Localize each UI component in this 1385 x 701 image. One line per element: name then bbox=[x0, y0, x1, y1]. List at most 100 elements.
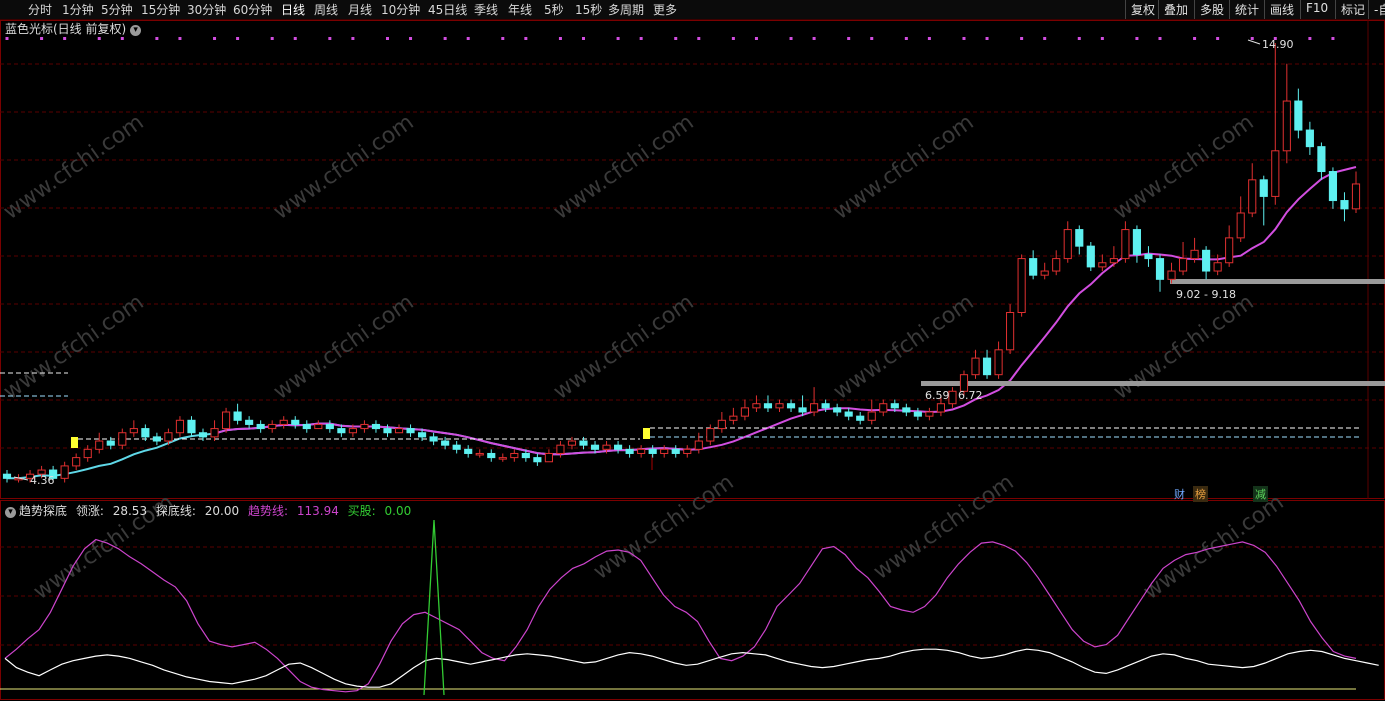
signal-dot bbox=[178, 37, 182, 40]
period-tab-1[interactable]: 1分钟 bbox=[62, 3, 94, 17]
candle-body bbox=[1202, 249, 1211, 272]
finance-badge[interactable]: 财 bbox=[1174, 488, 1185, 501]
trend-line bbox=[4, 538, 1357, 693]
candle-body bbox=[717, 419, 726, 430]
tool-1[interactable]: 叠加 bbox=[1158, 0, 1193, 19]
trend-value: 113.94 bbox=[296, 504, 339, 518]
signal-dot bbox=[1020, 37, 1024, 40]
lead-line bbox=[4, 648, 1379, 688]
signal-dot bbox=[97, 37, 101, 40]
period-tab-6[interactable]: 日线 bbox=[281, 3, 306, 17]
candle-body bbox=[936, 403, 945, 413]
period-tab-12[interactable]: 年线 bbox=[508, 3, 533, 17]
period-tab-13[interactable]: 5秒 bbox=[544, 3, 564, 17]
buy-signal-spike bbox=[423, 519, 445, 696]
candle-body bbox=[1109, 258, 1118, 264]
candle-body bbox=[2, 473, 12, 479]
signal-dot bbox=[1043, 37, 1047, 40]
candle-body bbox=[786, 403, 796, 409]
candle-body bbox=[1029, 258, 1038, 276]
candle-body bbox=[383, 428, 392, 434]
period-tab-14[interactable]: 15秒 bbox=[575, 3, 603, 17]
watermark: www.cfchi.com bbox=[829, 290, 978, 405]
signal-dot bbox=[674, 37, 678, 40]
tool-0[interactable]: 复权 bbox=[1125, 0, 1160, 19]
period-tab-11[interactable]: 季线 bbox=[474, 3, 499, 17]
indicator-name: 趋势探底 bbox=[19, 504, 68, 518]
candle-body bbox=[798, 407, 807, 413]
signal-dot bbox=[1216, 37, 1220, 40]
candle-body bbox=[1132, 229, 1142, 255]
candle-body bbox=[106, 440, 115, 446]
signal-dot bbox=[409, 37, 413, 40]
candle-body bbox=[810, 403, 819, 413]
candle-body bbox=[1351, 183, 1361, 210]
lead-value: 28.53 bbox=[112, 504, 148, 518]
period-tab-8[interactable]: 月线 bbox=[348, 3, 373, 17]
period-tab-3[interactable]: 15分钟 bbox=[141, 3, 181, 17]
tool-5[interactable]: F10 bbox=[1300, 0, 1333, 19]
candle-body bbox=[1167, 270, 1176, 280]
indicator-menu-icon[interactable]: ▾ bbox=[5, 507, 16, 518]
period-tab-5[interactable]: 60分钟 bbox=[233, 3, 273, 17]
signal-dot bbox=[847, 37, 851, 40]
range-bar-upper bbox=[1170, 279, 1385, 284]
ranking-badge[interactable]: 榜 bbox=[1193, 486, 1208, 502]
tool-3[interactable]: 统计 bbox=[1229, 0, 1264, 19]
candle-body bbox=[1063, 229, 1072, 260]
tool-2[interactable]: 多股 bbox=[1194, 0, 1229, 19]
period-tab-4[interactable]: 30分钟 bbox=[187, 3, 227, 17]
candle-body bbox=[556, 444, 565, 454]
candle-body bbox=[60, 465, 69, 479]
range-label-upper: 9.02 - 9.18 bbox=[1176, 288, 1236, 301]
candle-body bbox=[879, 403, 888, 413]
tool-4[interactable]: 画线 bbox=[1264, 0, 1299, 19]
signal-dot bbox=[155, 37, 159, 40]
candle-body bbox=[337, 428, 346, 434]
candle-body bbox=[752, 403, 761, 409]
candle-body bbox=[394, 428, 404, 434]
candle-body bbox=[948, 390, 957, 405]
signal-dot bbox=[293, 37, 297, 40]
tool-6[interactable]: 标记 bbox=[1335, 0, 1370, 19]
period-tab-0[interactable]: 分时 bbox=[28, 3, 53, 17]
range-label-lower-b: 6.72 bbox=[958, 389, 983, 402]
buy-label-text: 买股: bbox=[347, 504, 376, 518]
candle-body bbox=[890, 403, 899, 409]
candle-body bbox=[464, 448, 473, 454]
period-tab-7[interactable]: 周线 bbox=[314, 3, 339, 17]
chart-title: 蓝色光标(日线 前复权) ▾ bbox=[5, 20, 142, 37]
candle-body bbox=[579, 440, 588, 446]
low-label: 4.36 bbox=[30, 474, 55, 487]
signal-dot bbox=[328, 37, 332, 40]
reduction-badge[interactable]: 减 bbox=[1253, 486, 1268, 502]
candle-body bbox=[314, 423, 323, 430]
signal-dot bbox=[985, 37, 989, 40]
candle-body bbox=[245, 419, 254, 425]
candle-body bbox=[187, 419, 196, 434]
tool-7[interactable]: -自 bbox=[1368, 0, 1385, 19]
candle-body bbox=[648, 448, 657, 454]
candle-body bbox=[1052, 258, 1061, 272]
period-tab-10[interactable]: 45日线 bbox=[428, 3, 468, 17]
candle-body bbox=[49, 469, 58, 479]
candle-body bbox=[994, 349, 1003, 376]
trend-label-text: 趋势线: bbox=[247, 504, 289, 518]
period-tab-16[interactable]: 更多 bbox=[653, 3, 678, 17]
candle-body bbox=[302, 423, 311, 430]
candle-body bbox=[141, 428, 150, 438]
candle-body bbox=[1075, 229, 1084, 247]
candle-body bbox=[348, 428, 357, 434]
candle-body bbox=[325, 423, 334, 430]
candle-body bbox=[856, 415, 865, 421]
candle-body bbox=[152, 436, 161, 442]
period-tab-2[interactable]: 5分钟 bbox=[101, 3, 133, 17]
period-tab-15[interactable]: 多周期 bbox=[608, 3, 645, 17]
signal-dot bbox=[1273, 37, 1277, 40]
trend-label: 趋势线: 113.94 bbox=[248, 504, 344, 518]
candle-body bbox=[452, 444, 461, 450]
dropdown-icon[interactable]: ▾ bbox=[130, 25, 142, 36]
period-tab-9[interactable]: 10分钟 bbox=[381, 3, 421, 17]
signal-dot bbox=[351, 37, 355, 40]
